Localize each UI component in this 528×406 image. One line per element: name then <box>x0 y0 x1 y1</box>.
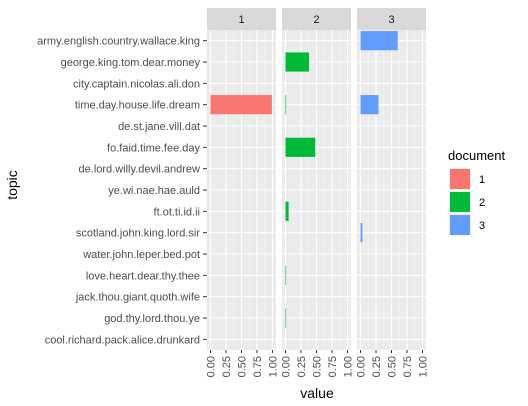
y-tick-label: scotland.john.king.lord.sir <box>76 228 200 240</box>
x-tick-label: 0.25 <box>221 356 233 377</box>
x-tick-label: 0.75 <box>327 356 339 377</box>
x-axes: 0.00 0.25 0.50 0.75 1.00 0.00 0.25 0.50 0.75 1.00… <box>206 350 430 377</box>
legend-label: 3 <box>479 220 485 232</box>
bar <box>285 95 287 115</box>
facet-strip <box>207 8 276 30</box>
x-tick-label: 0.25 <box>296 356 308 377</box>
y-tick-label: george.king.tom.dear.money <box>61 57 201 69</box>
y-tick-label: army.english.country.wallace.king <box>37 36 200 48</box>
legend-label: 2 <box>479 197 485 209</box>
legend-key <box>450 215 470 235</box>
y-tick-label: fo.faid.time.fee.day <box>107 142 200 154</box>
legend-key <box>450 169 470 189</box>
x-tick-label: 1.00 <box>343 356 355 377</box>
bar <box>285 265 287 285</box>
y-tick-label: love.heart.dear.thy.thee <box>86 270 200 282</box>
x-tick-label: 1.00 <box>268 356 280 377</box>
x-axis-facet-1: 0.00 0.25 0.50 0.75 1.00 <box>206 350 280 377</box>
facet-panels: 1 2 3 <box>207 8 426 350</box>
x-axis-facet-3: 0.00 0.25 0.50 0.75 1.00 <box>356 350 430 377</box>
y-tick-label: city.captain.nicolas.ali.don <box>73 78 200 90</box>
y-tick-label: ye.wi.nae.hae.auld <box>108 185 200 197</box>
bar <box>285 137 316 157</box>
facet-panel-2: 2 <box>282 8 351 350</box>
x-axis-facet-2: 0.00 0.25 0.50 0.75 1.00 <box>281 350 355 377</box>
y-tick-label: cool.richard.pack.alice.drunkard <box>45 334 200 346</box>
facet-strip-label: 1 <box>238 14 244 26</box>
legend-key <box>450 192 470 212</box>
y-tick-label: water.john.leper.bed.pot <box>82 249 200 261</box>
bar <box>285 52 310 72</box>
x-tick-label: 0.75 <box>402 356 414 377</box>
bar <box>285 201 289 221</box>
bar <box>210 95 272 115</box>
bar <box>360 31 398 51</box>
x-tick-label: 0.00 <box>281 356 293 377</box>
bar <box>285 308 287 328</box>
facet-strip <box>357 8 426 30</box>
y-tick-label: ft.ot.ti.id.ii <box>154 206 200 218</box>
bar <box>360 95 379 115</box>
facet-panel-3: 3 <box>357 8 426 350</box>
x-tick-label: 0.00 <box>356 356 368 377</box>
y-tick-label: time.day.house.life.dream <box>75 100 200 112</box>
x-tick-label: 0.50 <box>312 356 324 377</box>
x-tick-label: 0.00 <box>206 356 218 377</box>
bar <box>360 223 363 243</box>
legend: document 1 2 3 <box>448 148 505 236</box>
y-tick-label: jack.thou.giant.quoth.wife <box>75 292 200 304</box>
x-tick-label: 0.25 <box>371 356 383 377</box>
x-tick-label: 0.75 <box>252 356 264 377</box>
y-axis-title: topic <box>4 170 20 200</box>
x-tick-label: 0.50 <box>237 356 249 377</box>
legend-title: document <box>448 148 505 163</box>
y-tick-label: de.st.jane.vill.dat <box>118 121 200 133</box>
facet-strip-label: 2 <box>313 14 319 26</box>
y-axis: army.english.country.wallace.king george.… <box>37 36 207 346</box>
legend-label: 1 <box>479 174 485 186</box>
x-axis-title: value <box>300 385 334 401</box>
facet-strip <box>282 8 351 30</box>
y-tick-label: god.thy.lord.thou.ye <box>104 313 200 325</box>
x-tick-label: 1.00 <box>418 356 430 377</box>
facet-panel-1: 1 <box>207 8 276 350</box>
facet-strip-label: 3 <box>388 14 394 26</box>
x-tick-label: 0.50 <box>387 356 399 377</box>
y-tick-label: de.lord.willy.devil.andrew <box>79 164 201 176</box>
